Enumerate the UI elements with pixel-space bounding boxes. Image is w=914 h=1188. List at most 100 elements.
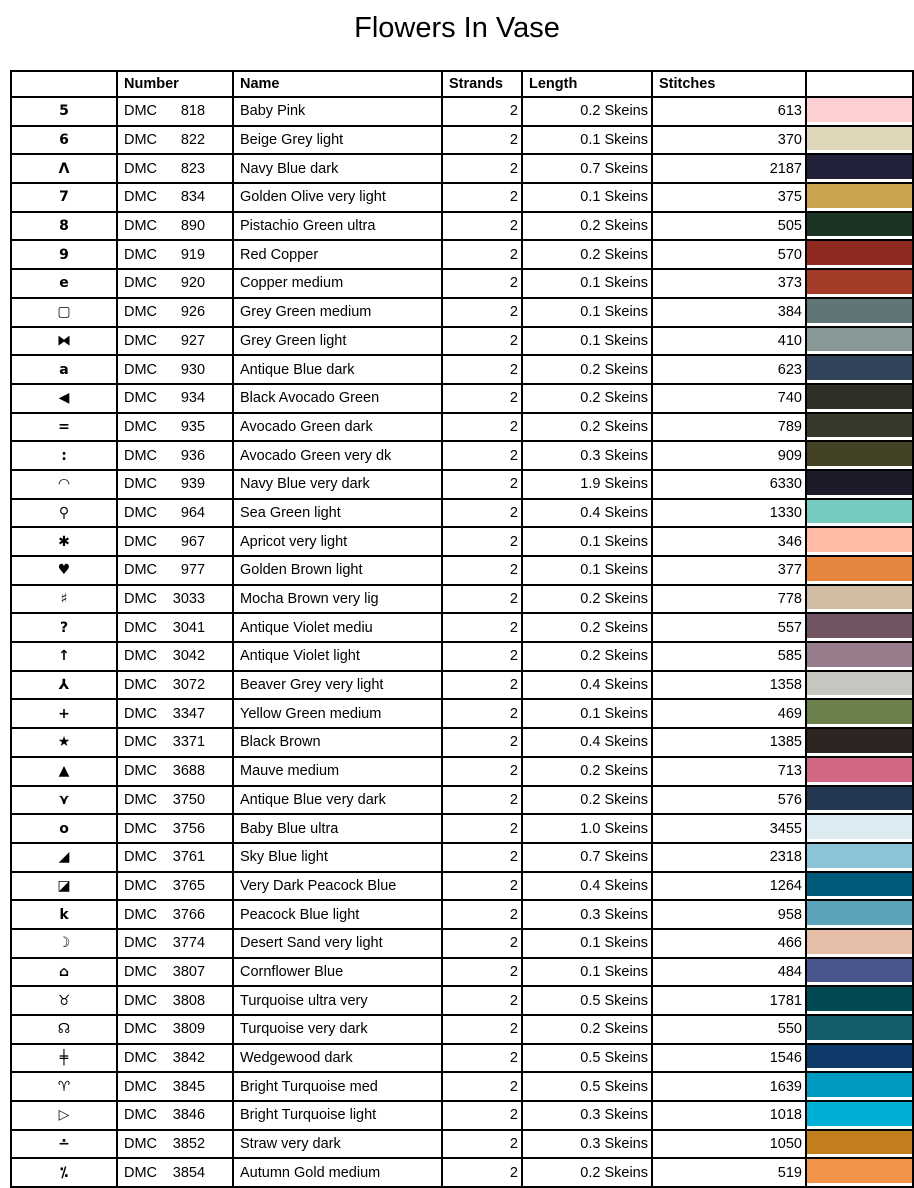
brand: DMC [124, 275, 158, 292]
color-swatch [808, 1160, 911, 1184]
strands: 2 [441, 583, 523, 615]
header-number: Number [116, 70, 234, 98]
table-row: ♈ DMC 3845 Bright Turquoise med 2 0.5 Skeins 1… [10, 1071, 914, 1103]
stitches: 570 [651, 239, 807, 271]
length: 0.1 Skeins [521, 526, 653, 557]
stitches: 1264 [651, 870, 807, 902]
brand: DMC [124, 963, 158, 980]
brand: DMC [124, 418, 158, 435]
floss-number: DMC 3688 [116, 755, 234, 787]
color-swatch-cell [805, 899, 914, 930]
number: 977 [180, 562, 206, 579]
length: 0.1 Skeins [521, 268, 653, 299]
strands: 2 [441, 268, 523, 299]
floss-number: DMC 3766 [116, 899, 234, 930]
brand: DMC [124, 218, 158, 235]
color-swatch [808, 615, 911, 639]
symbol-icon: ⚲ [10, 497, 118, 529]
floss-name: Beige Grey light [232, 124, 443, 156]
strands: 2 [441, 96, 523, 127]
stitches: 778 [651, 583, 807, 615]
length: 0.4 Skeins [521, 669, 653, 701]
color-swatch [808, 873, 911, 897]
brand: DMC [124, 132, 158, 149]
color-swatch-cell [805, 1128, 914, 1160]
length: 0.5 Skeins [521, 985, 653, 1016]
color-swatch-cell [805, 927, 914, 959]
number: 3042 [172, 648, 206, 665]
color-swatch [808, 357, 911, 380]
number: 3371 [172, 734, 206, 751]
floss-number: DMC 934 [116, 382, 234, 414]
table-row: ∸ DMC 3852 Straw very dark 2 0.3 Skeins 1050 [10, 1128, 914, 1160]
stitches: 346 [651, 526, 807, 557]
brand: DMC [124, 763, 158, 780]
floss-number: DMC 977 [116, 555, 234, 586]
table-row: ◀ DMC 934 Black Avocado Green 2 0.2 Skeins 740 [10, 382, 914, 414]
symbol-icon: ♉ [10, 985, 118, 1016]
color-swatch-cell [805, 325, 914, 357]
brand: DMC [124, 189, 158, 206]
symbol-icon: ◢ [10, 841, 118, 873]
floss-name: Grey Green medium [232, 296, 443, 328]
number: 3347 [172, 705, 206, 722]
number: 934 [180, 390, 206, 407]
brand: DMC [124, 791, 158, 808]
floss-number: DMC 822 [116, 124, 234, 156]
stitches: 1358 [651, 669, 807, 701]
table-row: = DMC 935 Avocado Green dark 2 0.2 Skeins 789 [10, 411, 914, 443]
strands: 2 [441, 1014, 523, 1045]
stitches: 1546 [651, 1042, 807, 1074]
symbol-icon: ◪ [10, 870, 118, 902]
length: 0.2 Skeins [521, 382, 653, 414]
floss-number: DMC 3761 [116, 841, 234, 873]
strands: 2 [441, 669, 523, 701]
color-swatch [808, 213, 911, 237]
brand: DMC [124, 591, 158, 608]
table-row: ★ DMC 3371 Black Brown 2 0.4 Skeins 1385 [10, 727, 914, 758]
table-row: ☽ DMC 3774 Desert Sand very light 2 0.1 Skein… [10, 927, 914, 959]
brand: DMC [124, 476, 158, 493]
stitches: 1050 [651, 1128, 807, 1160]
table-row: 7 DMC 834 Golden Olive very light 2 0.1 Skein… [10, 182, 914, 213]
floss-number: DMC 967 [116, 526, 234, 557]
stitches: 466 [651, 927, 807, 959]
brand: DMC [124, 734, 158, 751]
floss-name: Antique Violet mediu [232, 612, 443, 644]
color-swatch-cell [805, 956, 914, 988]
stitches: 623 [651, 354, 807, 385]
table-row: Λ DMC 823 Navy Blue dark 2 0.7 Skeins 2187 [10, 153, 914, 185]
color-swatch-cell [805, 210, 914, 242]
symbol-icon: ▲ [10, 755, 118, 787]
length: 0.3 Skeins [521, 1100, 653, 1131]
number: 926 [180, 304, 206, 321]
table-row: ▲ DMC 3688 Mauve medium 2 0.2 Skeins 713 [10, 755, 914, 787]
strands: 2 [441, 1042, 523, 1074]
floss-number: DMC 927 [116, 325, 234, 357]
color-swatch-cell [805, 468, 914, 500]
number: 890 [180, 218, 206, 235]
strands: 2 [441, 612, 523, 644]
floss-number: DMC 3854 [116, 1157, 234, 1188]
strands: 2 [441, 468, 523, 500]
table-row: 8 DMC 890 Pistachio Green ultra 2 0.2 Skeins 5… [10, 210, 914, 242]
symbol-icon: 8 [10, 210, 118, 242]
color-swatch-cell [805, 641, 914, 672]
color-swatch-cell [805, 1100, 914, 1131]
color-swatch-cell [805, 239, 914, 271]
stitches: 958 [651, 899, 807, 930]
symbol-icon: a [10, 354, 118, 385]
floss-name: Antique Violet light [232, 641, 443, 672]
number: 3842 [172, 1050, 206, 1067]
stitches: 1639 [651, 1071, 807, 1103]
table-row: ↑ DMC 3042 Antique Violet light 2 0.2 Skeins 5… [10, 641, 914, 672]
symbol-icon: ⋎ [10, 784, 118, 816]
floss-name: Baby Blue ultra [232, 813, 443, 844]
length: 0.1 Skeins [521, 927, 653, 959]
color-swatch [808, 902, 911, 925]
symbol-icon: ⌂ [10, 956, 118, 988]
color-swatch [808, 414, 911, 438]
color-swatch-cell [805, 1042, 914, 1074]
floss-number: DMC 926 [116, 296, 234, 328]
brand: DMC [124, 447, 158, 464]
